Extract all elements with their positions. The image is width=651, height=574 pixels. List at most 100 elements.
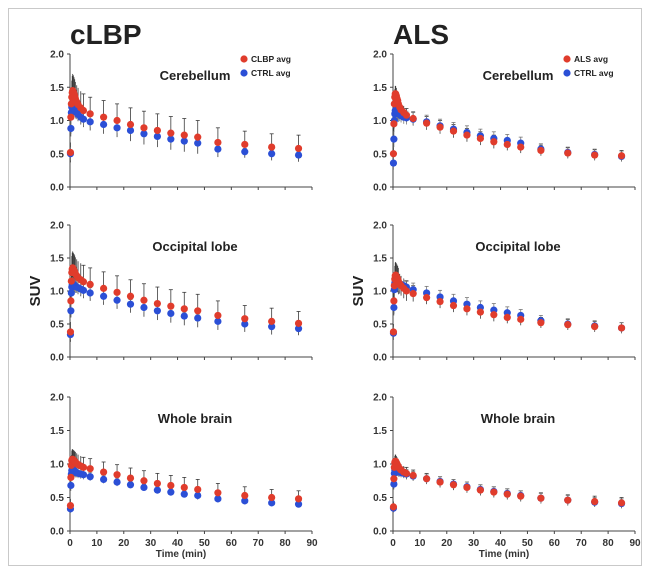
legend-label: CLBP avg xyxy=(251,54,291,64)
data-point xyxy=(294,319,303,327)
data-point xyxy=(66,328,75,336)
data-point xyxy=(503,313,511,321)
y-tick-label: 1.0 xyxy=(50,116,64,127)
data-point xyxy=(490,311,498,319)
data-point xyxy=(537,319,545,327)
x-tick-label: 10 xyxy=(91,538,103,549)
data-point xyxy=(153,479,161,488)
data-point xyxy=(490,138,498,146)
data-point xyxy=(167,135,175,143)
data-point xyxy=(167,488,175,496)
data-point xyxy=(389,150,398,158)
data-point xyxy=(423,119,431,127)
data-point xyxy=(449,127,458,135)
data-point xyxy=(268,499,276,507)
series-control xyxy=(393,463,624,513)
y-tick-label: 1.5 xyxy=(50,83,64,94)
points-patient xyxy=(66,455,303,510)
x-tick-label: 0 xyxy=(390,538,396,549)
data-point xyxy=(79,278,88,286)
y-tick-label: 2.0 xyxy=(373,50,387,61)
data-point xyxy=(390,297,398,305)
plots: 0.0 0.5 1.0 1.5 2.0 Cerebellum CLBP avg CTRL av… xyxy=(27,50,641,561)
y-tick-label: 2.0 xyxy=(50,50,64,61)
data-point xyxy=(617,324,626,332)
points-control xyxy=(66,465,303,513)
data-point xyxy=(476,486,484,494)
data-point xyxy=(389,503,398,511)
data-point xyxy=(517,492,525,500)
data-point xyxy=(214,317,222,325)
data-point xyxy=(126,120,135,129)
y-tick-label: 1.5 xyxy=(373,254,387,265)
data-point xyxy=(214,138,222,147)
x-tick-label: 70 xyxy=(576,538,588,549)
data-point xyxy=(167,309,175,318)
data-point xyxy=(241,315,249,323)
data-point xyxy=(294,495,303,503)
data-point xyxy=(113,296,121,304)
data-point xyxy=(67,124,75,133)
panel-6: 0.0 0.5 1.0 1.5 2.0 0 10 20 30 40 50 60 70 80 90 Whole … xyxy=(373,393,641,561)
data-point xyxy=(591,323,599,331)
points-patient xyxy=(389,271,626,336)
data-point xyxy=(537,494,545,502)
data-point xyxy=(268,493,276,502)
data-point xyxy=(463,131,471,139)
y-tick-label: 0.0 xyxy=(50,353,64,364)
data-point xyxy=(476,134,484,143)
data-point xyxy=(126,481,135,489)
data-point xyxy=(436,123,444,131)
data-point xyxy=(423,294,431,302)
data-point xyxy=(194,485,202,494)
data-point xyxy=(140,124,148,132)
data-point xyxy=(390,475,398,483)
data-point xyxy=(617,152,626,160)
data-point xyxy=(66,501,75,510)
data-point xyxy=(389,328,398,336)
x-tick-label: 50 xyxy=(522,538,534,549)
y-tick-label: 0.5 xyxy=(50,493,64,504)
data-point xyxy=(126,474,135,482)
x-tick-label: 20 xyxy=(118,538,130,549)
panel-5: 0.0 0.5 1.0 1.5 2.0 0 10 20 30 40 50 60 70 80 90 Whole … xyxy=(50,393,318,561)
data-point xyxy=(409,290,417,298)
data-point xyxy=(294,325,303,333)
legend-label: ALS avg xyxy=(574,54,608,64)
data-point xyxy=(463,305,471,313)
data-point xyxy=(180,137,188,145)
data-point xyxy=(409,114,417,123)
data-point xyxy=(67,289,75,297)
data-point xyxy=(436,297,444,306)
data-point xyxy=(241,140,249,149)
data-point xyxy=(180,131,188,139)
y-tick-label: 1.5 xyxy=(373,83,387,94)
data-point xyxy=(268,323,276,331)
data-point xyxy=(564,149,572,157)
data-point xyxy=(390,120,398,128)
y-tick-label: 0.0 xyxy=(373,527,387,538)
data-point xyxy=(167,129,175,137)
legend: CLBP avg CTRL avg xyxy=(240,54,291,78)
legend-marker xyxy=(563,55,571,63)
x-tick-label: 80 xyxy=(280,538,292,549)
y-tick-label: 0.5 xyxy=(50,320,64,331)
data-point xyxy=(79,286,88,294)
data-point xyxy=(153,307,161,315)
data-point xyxy=(436,478,444,486)
x-tick-label: 40 xyxy=(172,538,184,549)
data-point xyxy=(113,116,121,125)
data-point xyxy=(86,280,94,288)
x-tick-label: 60 xyxy=(226,538,238,549)
data-point xyxy=(423,475,431,483)
data-point xyxy=(268,317,276,325)
panel-3: 0.0 0.5 1.0 1.5 2.0 Occipital lobe SUV xyxy=(27,221,313,364)
panel-title: Whole brain xyxy=(158,411,232,426)
data-point xyxy=(100,475,108,484)
data-point xyxy=(153,299,161,308)
y-tick-label: 1.0 xyxy=(373,116,387,127)
y-tick-label: 1.5 xyxy=(50,426,64,437)
data-point xyxy=(241,491,249,500)
series-control xyxy=(70,95,301,161)
panel-1: 0.0 0.5 1.0 1.5 2.0 Cerebellum CLBP avg CTRL av… xyxy=(50,50,313,194)
